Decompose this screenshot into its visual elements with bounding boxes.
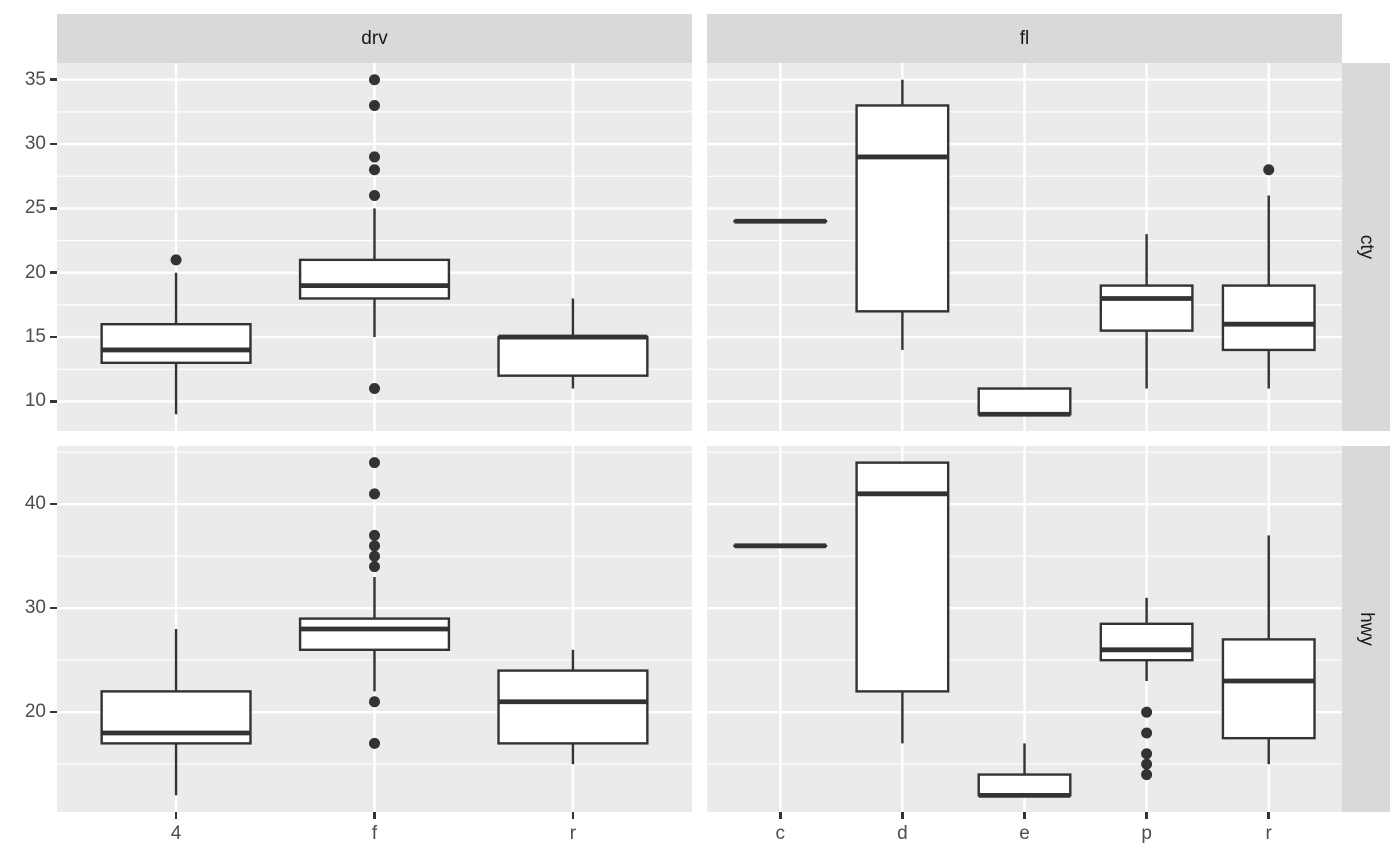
outlier-point xyxy=(369,74,380,86)
outlier-point xyxy=(369,561,380,573)
y-tick-label: 20 xyxy=(24,701,46,723)
outlier-point xyxy=(1263,164,1275,176)
x-tick-label: e xyxy=(1019,823,1030,844)
outlier-point xyxy=(170,254,182,266)
y-tick-mark xyxy=(50,271,57,274)
y-tick-label: 30 xyxy=(24,133,46,155)
y-tick-label: 20 xyxy=(24,261,46,283)
boxplot-cty-fl-d xyxy=(855,79,950,350)
boxplot-hwy-fl-d xyxy=(855,461,950,744)
outlier-point xyxy=(369,529,380,541)
panel-hwy-fl xyxy=(707,446,1342,812)
facet-strip-hwy-label: hwy xyxy=(1355,612,1377,646)
outlier-point xyxy=(1141,727,1153,739)
x-tick-label: r xyxy=(569,823,577,844)
y-tick-label: 35 xyxy=(24,68,46,90)
x-tick-mark xyxy=(1023,812,1026,819)
outlier-point xyxy=(369,540,380,552)
outlier-point xyxy=(369,457,380,469)
boxplot-cty-drv-4 xyxy=(100,254,252,415)
y-tick-mark xyxy=(50,606,57,610)
y-tick-mark xyxy=(50,78,57,81)
outlier-point xyxy=(1141,758,1153,770)
x-tick-mark xyxy=(779,812,782,819)
y-tick-mark xyxy=(50,502,57,506)
boxplot-cty-fl-e xyxy=(977,387,1072,417)
x-tick-mark xyxy=(1145,812,1148,819)
outlier-point xyxy=(369,696,380,708)
y-tick-mark xyxy=(50,142,57,146)
y-tick-label: 30 xyxy=(24,597,46,619)
boxplot-hwy-fl-p xyxy=(1099,597,1194,781)
boxplot-hwy-drv-r xyxy=(497,649,649,765)
outlier-point xyxy=(369,151,380,163)
x-tick-mark xyxy=(571,812,575,819)
y-tick-mark xyxy=(50,710,57,714)
facet-strip-drv-label: drv xyxy=(361,27,388,49)
x-tick-label: f xyxy=(371,823,378,844)
y-tick-label: 10 xyxy=(24,390,46,412)
outlier-point xyxy=(1141,748,1153,760)
boxplot-hwy-drv-4 xyxy=(100,629,252,796)
x-tick-mark xyxy=(373,812,376,819)
facet-strip-cty-label: cty xyxy=(1356,234,1377,260)
facet-strip-cty: cty xyxy=(1342,63,1390,431)
y-tick-mark xyxy=(50,400,57,403)
y-tick-mark xyxy=(50,207,57,210)
outlier-point xyxy=(1141,769,1153,781)
panel-hwy-drv xyxy=(57,446,692,812)
y-tick-label: 40 xyxy=(24,493,46,515)
outlier-point xyxy=(369,164,380,176)
y-tick-mark xyxy=(50,335,57,339)
x-tick-mark xyxy=(1267,812,1270,819)
boxplot-hwy-fl-e xyxy=(977,743,1072,798)
boxplot-cty-fl-p xyxy=(1099,234,1194,389)
outlier-point xyxy=(369,488,380,500)
y-tick-label: 15 xyxy=(24,326,46,348)
outlier-point xyxy=(369,737,380,749)
outlier-point xyxy=(369,190,380,202)
outlier-point xyxy=(369,383,380,395)
outlier-point xyxy=(369,99,380,111)
x-tick-label: 4 xyxy=(170,823,182,844)
x-tick-label: c xyxy=(775,823,786,844)
boxplot-cty-fl-r xyxy=(1221,164,1316,389)
x-tick-label: d xyxy=(897,823,908,844)
x-tick-label: r xyxy=(1265,823,1272,844)
facet-strip-fl-label: fl xyxy=(1019,27,1030,49)
boxplot-cty-drv-r xyxy=(497,298,649,389)
panel-cty-drv xyxy=(57,63,692,431)
facet-strip-fl: fl xyxy=(707,14,1342,63)
boxplot-cty-drv-f xyxy=(298,74,451,395)
boxplot-hwy-fl-r xyxy=(1221,535,1316,765)
x-tick-mark xyxy=(901,812,904,819)
x-tick-label: p xyxy=(1141,823,1152,844)
outlier-point xyxy=(369,550,380,562)
panel-cty-fl xyxy=(707,63,1342,431)
outlier-point xyxy=(1141,706,1153,718)
y-tick-label: 25 xyxy=(24,197,46,219)
boxplot-hwy-drv-f xyxy=(298,457,451,749)
x-tick-mark xyxy=(174,812,178,819)
facet-strip-hwy: hwy xyxy=(1342,446,1390,812)
facet-strip-drv: drv xyxy=(57,14,692,63)
